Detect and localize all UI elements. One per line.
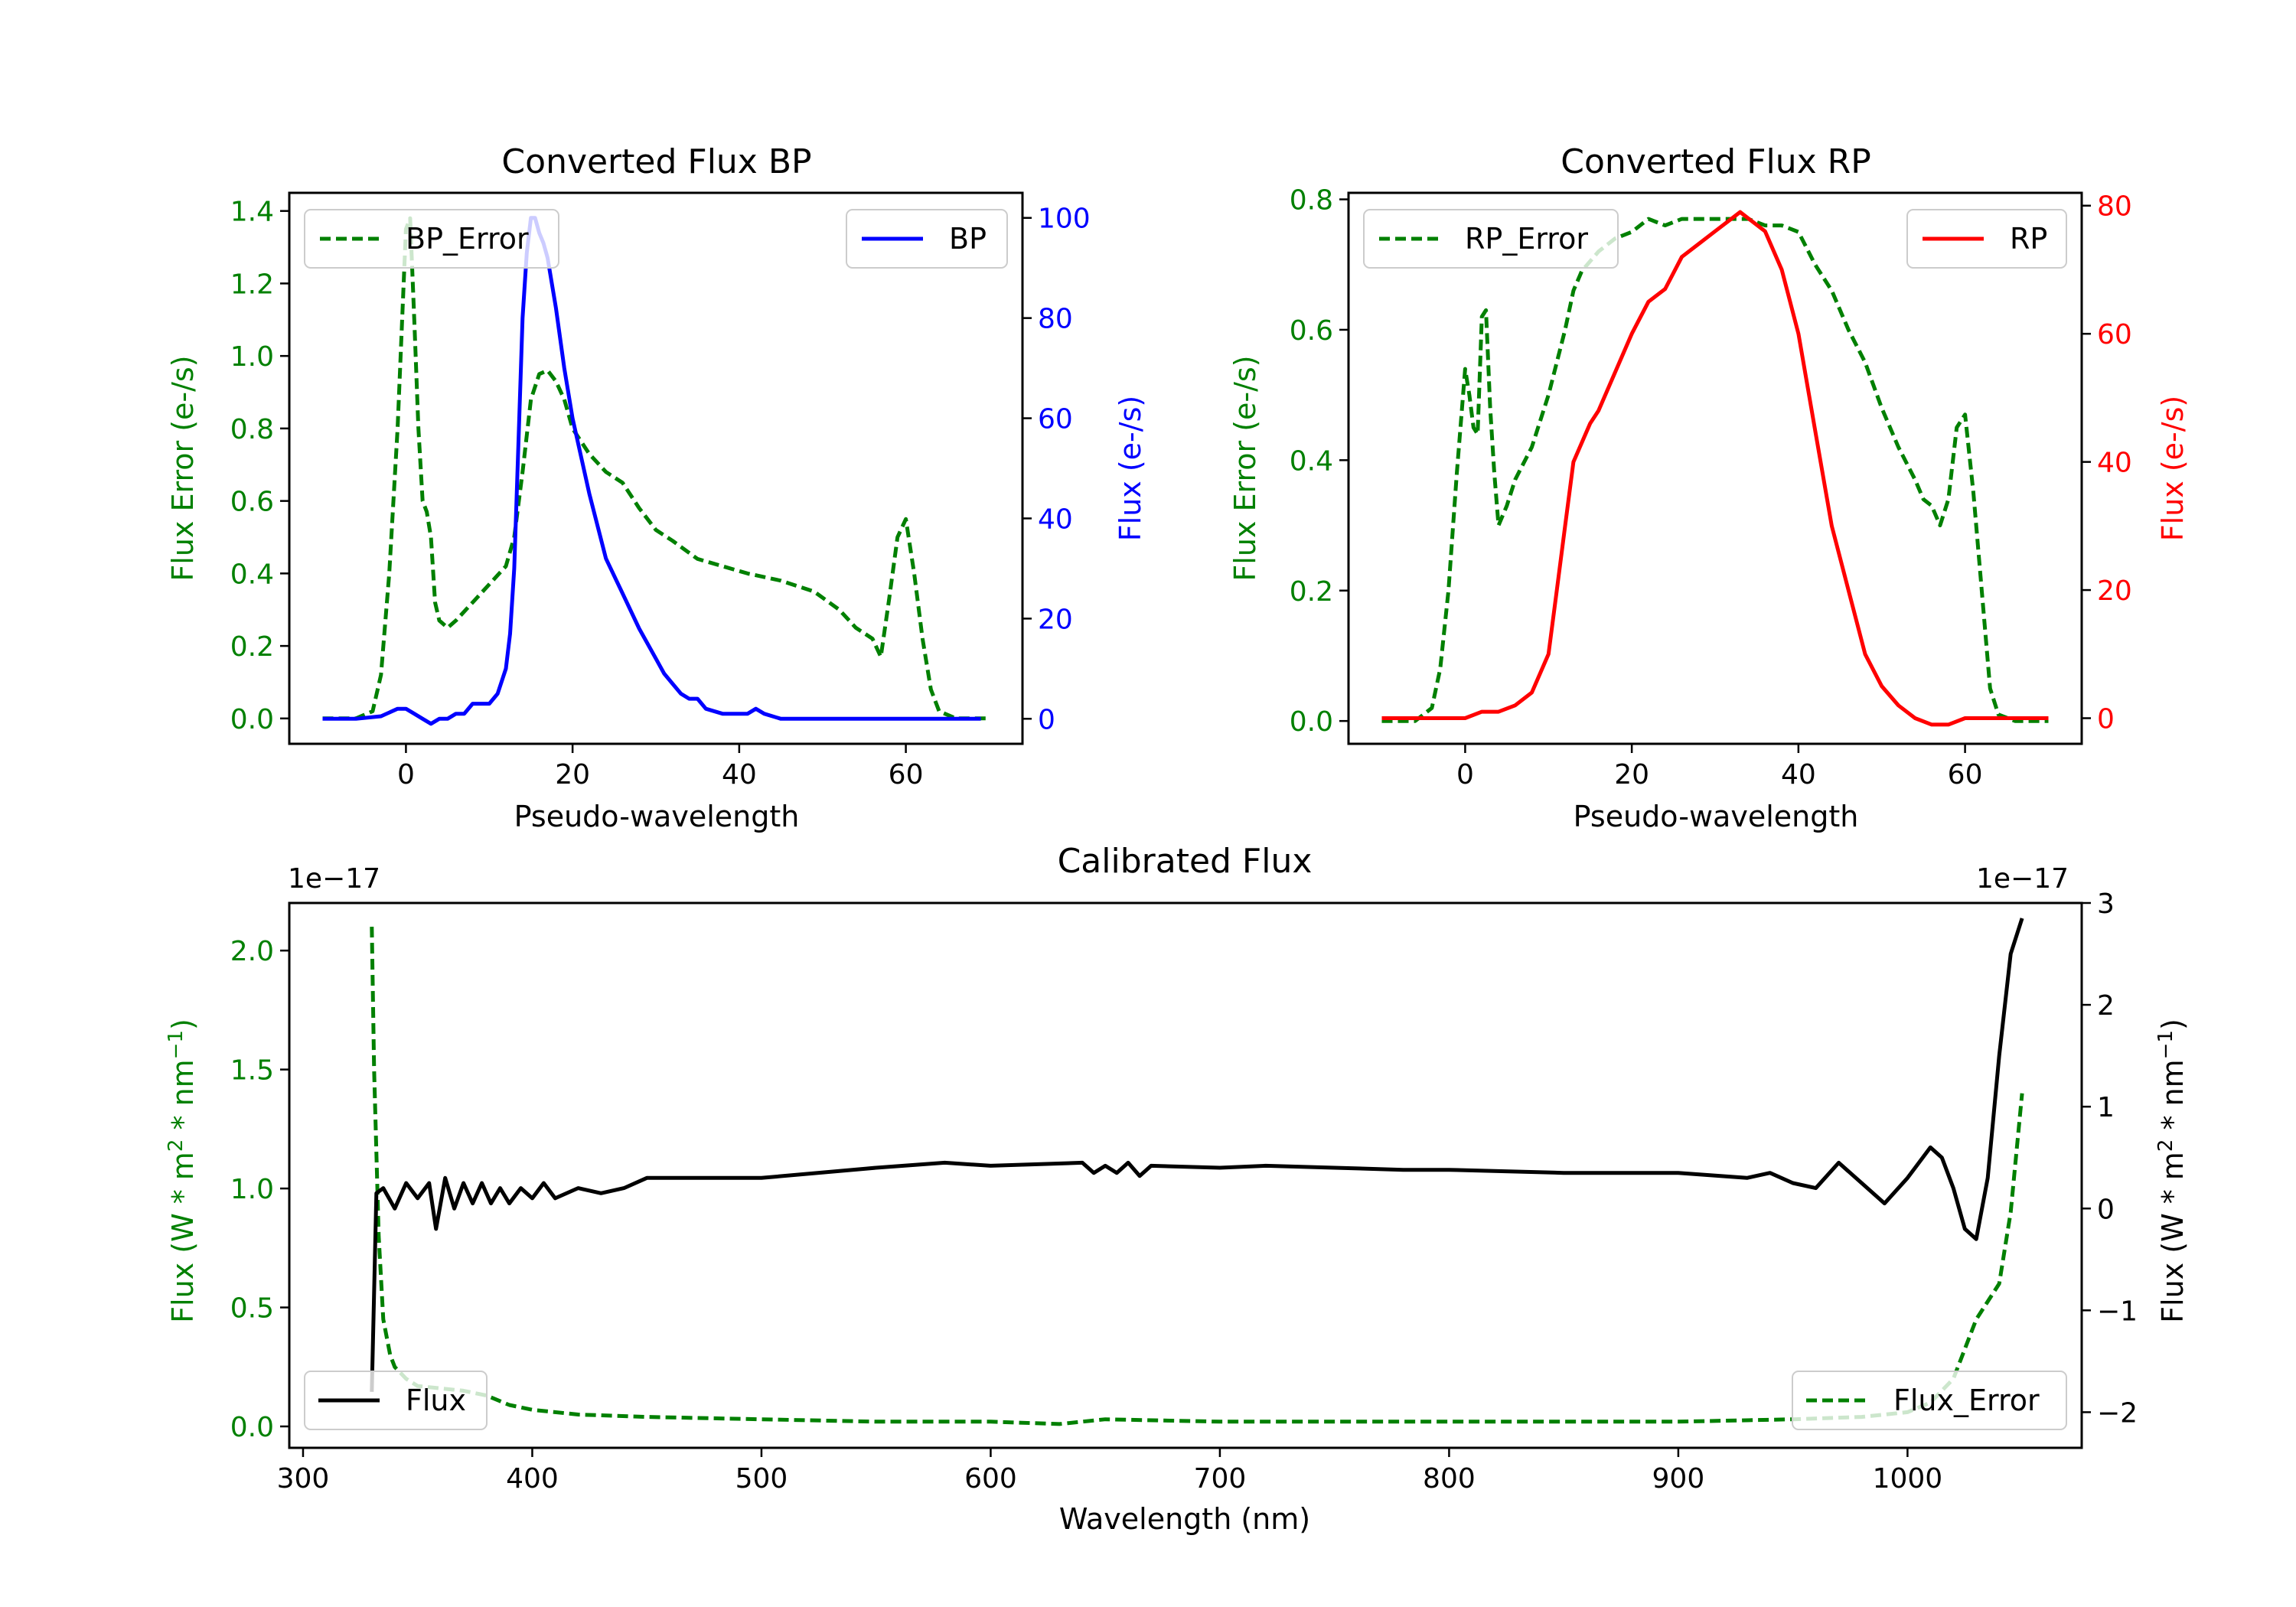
bp-legend-left: BP_Error	[304, 209, 559, 269]
rp-legend-left: RP_Error	[1363, 209, 1619, 269]
calibrated-ytick-right-label: 3	[2097, 888, 2115, 920]
rp-ylabel-right: Flux (e-/s)	[2156, 396, 2190, 541]
rp-xtick-label: 40	[1781, 759, 1816, 790]
rp-xtick-label: 60	[1948, 759, 1983, 790]
bp-ytick-left-label: 1.0	[230, 341, 274, 373]
bp-legend-right-box	[846, 209, 1008, 269]
bp-xtick-label: 0	[397, 759, 415, 790]
rp-ytick-left-label: 0.0	[1290, 706, 1333, 738]
bp-ytick-left-label: 1.2	[230, 269, 274, 300]
bp-xtick-label: 40	[722, 759, 757, 790]
calibrated-ylabel-left: Flux (W * m2 * nm−1)	[165, 1019, 200, 1323]
calibrated-ytick-left-label: 0.0	[230, 1412, 274, 1443]
rp-series-line	[1381, 210, 2049, 727]
bp-ytick-right-label: 20	[1038, 604, 1073, 635]
rp-error-series-line	[1381, 217, 2049, 723]
bp-plot-area	[322, 216, 990, 726]
rp-axes-frame	[1347, 191, 2083, 745]
calibrated-legend-left-box	[304, 1371, 488, 1430]
calibrated-ytick-right-label: 1	[2097, 1092, 2115, 1123]
calibrated-ytick-left-label: 2.0	[230, 936, 274, 967]
calibrated-axes-frame	[288, 901, 2083, 1449]
calibrated-ytick-left-label: 1.5	[230, 1055, 274, 1087]
calibrated-xtick-label: 300	[277, 1463, 330, 1495]
calibrated-xlabel: Wavelength (nm)	[1059, 1502, 1310, 1536]
calibrated-offset-left: 1e−17	[288, 863, 380, 895]
bp-axes-frame	[288, 191, 1024, 745]
calibrated-legend-right: Flux_Error	[1792, 1371, 2067, 1430]
bp-title: Converted Flux BP	[501, 142, 811, 181]
bp-legend-right: BP	[846, 209, 1008, 269]
bp-error-series-line	[322, 216, 990, 721]
bp-ytick-right-label: 80	[1038, 304, 1073, 335]
rp-xlabel: Pseudo-wavelength	[1574, 800, 1859, 833]
bp-ytick-right-label: 100	[1038, 204, 1091, 235]
rp-ylabel-left: Flux Error (e-/s)	[1228, 355, 1262, 581]
bp-legend-left-label: BP_Error	[406, 222, 529, 256]
rp-ytick-right-label: 80	[2097, 191, 2132, 223]
rp-xtick-label: 0	[1456, 759, 1474, 790]
bp-legend-right-label: BP	[949, 222, 987, 256]
calibrated-xtick-label: 600	[964, 1463, 1017, 1495]
bp-ytick-right-label: 0	[1038, 704, 1055, 735]
calibrated-title: Calibrated Flux	[1058, 842, 1313, 881]
bp-ytick-left-label: 0.2	[230, 631, 274, 663]
bp-ylabel-right: Flux (e-/s)	[1114, 396, 1147, 541]
rp-panel: Converted Flux RP Pseudo-wavelength Flux…	[1228, 142, 2190, 833]
rp-legend-right-box	[1906, 209, 2067, 269]
rp-legend-left-box	[1363, 209, 1619, 269]
rp-xtick-label: 20	[1614, 759, 1649, 790]
rp-title: Converted Flux RP	[1561, 142, 1871, 181]
calibrated-ytick-left-label: 0.5	[230, 1293, 274, 1325]
calibrated-xtick-label: 1000	[1873, 1463, 1943, 1495]
rp-ytick-right-label: 0	[2097, 704, 2115, 735]
calibrated-ytick-left-label: 1.0	[230, 1174, 274, 1205]
bp-ylabel-left: Flux Error (e-/s)	[166, 355, 200, 581]
rp-ytick-left-label: 0.4	[1290, 445, 1333, 477]
calibrated-ytick-right-label: −1	[2097, 1296, 2138, 1327]
rp-ytick-left-label: 0.8	[1290, 185, 1333, 217]
rp-legend-right: RP	[1906, 209, 2067, 269]
rp-ytick-right-label: 20	[2097, 575, 2132, 607]
bp-xlabel: Pseudo-wavelength	[514, 800, 800, 833]
calibrated-ytick-right-label: 0	[2097, 1194, 2115, 1225]
calibrated-ylabel-right: Flux (W * m2 * nm−1)	[2154, 1019, 2190, 1323]
bp-ytick-left-label: 0.4	[230, 559, 274, 590]
rp-ytick-right-label: 60	[2097, 319, 2132, 350]
calibrated-xtick-label: 900	[1652, 1463, 1705, 1495]
bp-ytick-left-label: 1.4	[230, 197, 274, 228]
rp-plot-area	[1381, 210, 2049, 727]
rp-ytick-right-label: 40	[2097, 448, 2132, 479]
calibrated-ytick-right-label: −2	[2097, 1397, 2138, 1429]
rp-legend-left-label: RP_Error	[1465, 222, 1588, 256]
bp-legend-left-box	[304, 209, 559, 269]
calibrated-legend-right-box	[1792, 1371, 2067, 1430]
bp-ytick-left-label: 0.0	[230, 704, 274, 735]
flux-series-line	[370, 918, 2024, 1392]
calibrated-offset-right: 1e−17	[1976, 863, 2069, 895]
calibrated-xtick-label: 700	[1194, 1463, 1247, 1495]
calibrated-xtick-label: 800	[1423, 1463, 1476, 1495]
bp-ytick-left-label: 0.8	[230, 414, 274, 445]
rp-ytick-left-label: 0.6	[1290, 315, 1333, 347]
calibrated-ytick-right-label: 2	[2097, 990, 2115, 1022]
bp-xtick-label: 20	[555, 759, 590, 790]
calibrated-xtick-label: 500	[735, 1463, 788, 1495]
bp-panel: Converted Flux BP Pseudo-wavelength Flux…	[166, 142, 1147, 833]
bp-ytick-left-label: 0.6	[230, 487, 274, 518]
bp-ytick-right-label: 60	[1038, 404, 1073, 435]
calibrated-legend-left-label: Flux	[406, 1384, 466, 1417]
calibrated-legend-right-label: Flux_Error	[1893, 1384, 2040, 1417]
calibrated-plot-area	[370, 918, 2024, 1426]
rp-ytick-left-label: 0.2	[1290, 576, 1333, 608]
calibrated-panel: Calibrated Flux Wavelength (nm) 1e−17 1e…	[165, 842, 2190, 1536]
rp-legend-right-label: RP	[2010, 222, 2047, 256]
bp-xtick-label: 60	[889, 759, 924, 790]
calibrated-legend-left: Flux	[304, 1371, 488, 1430]
calibrated-xtick-label: 400	[506, 1463, 559, 1495]
bp-ytick-right-label: 40	[1038, 504, 1073, 535]
